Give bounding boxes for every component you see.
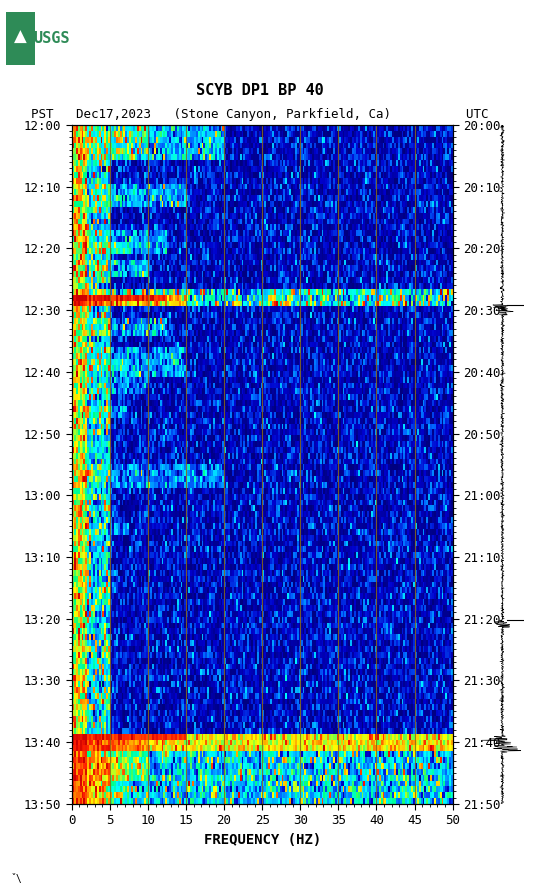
X-axis label: FREQUENCY (HZ): FREQUENCY (HZ) — [204, 832, 321, 847]
Text: PST   Dec17,2023   (Stone Canyon, Parkfield, Ca)          UTC: PST Dec17,2023 (Stone Canyon, Parkfield,… — [31, 107, 488, 121]
Text: ˇ\: ˇ\ — [11, 874, 23, 884]
Text: ▲: ▲ — [14, 28, 26, 46]
Text: USGS: USGS — [34, 31, 70, 46]
FancyBboxPatch shape — [6, 13, 35, 65]
Text: SCYB DP1 BP 40: SCYB DP1 BP 40 — [195, 83, 323, 98]
